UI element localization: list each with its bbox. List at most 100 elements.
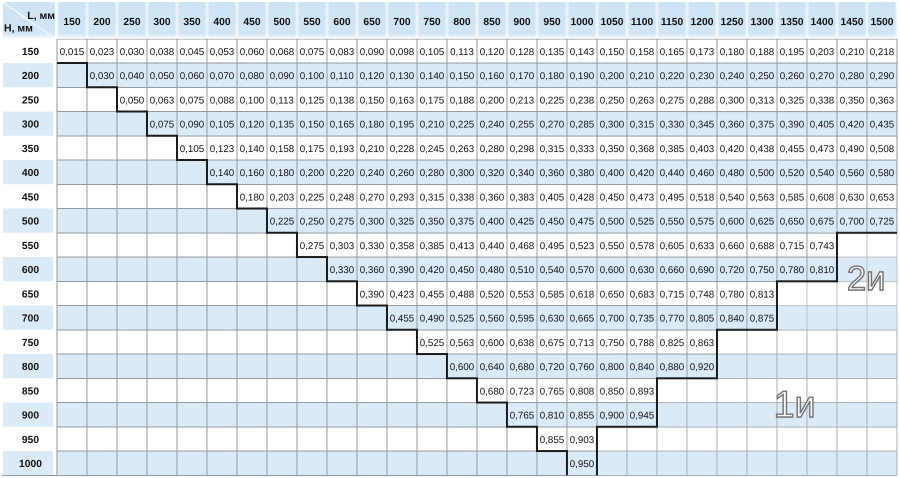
svg-text:0,363: 0,363 [870,96,895,107]
svg-text:0,113: 0,113 [450,47,474,58]
svg-text:0,403: 0,403 [690,144,715,155]
svg-text:800: 800 [453,17,470,28]
svg-text:0,338: 0,338 [450,192,475,203]
svg-text:0,120: 0,120 [240,120,265,131]
svg-text:0,455: 0,455 [780,144,805,155]
svg-text:0,360: 0,360 [540,168,565,179]
svg-text:0,298: 0,298 [510,144,535,155]
svg-text:0,190: 0,190 [570,71,595,82]
svg-text:0,810: 0,810 [540,411,565,422]
svg-text:0,218: 0,218 [870,47,895,58]
svg-text:1100: 1100 [631,17,654,28]
svg-text:0,030: 0,030 [120,47,145,58]
svg-text:0,338: 0,338 [810,96,835,107]
svg-text:0,330: 0,330 [360,241,385,252]
svg-text:0,293: 0,293 [390,192,415,203]
svg-text:0,210: 0,210 [420,120,445,131]
svg-text:0,748: 0,748 [690,290,715,301]
svg-text:0,780: 0,780 [780,265,805,276]
svg-text:0,950: 0,950 [570,459,595,470]
svg-text:0,090: 0,090 [270,71,295,82]
svg-text:0,100: 0,100 [240,95,265,106]
svg-text:0,105: 0,105 [420,47,445,58]
svg-text:0,560: 0,560 [840,168,865,179]
svg-text:0,188: 0,188 [450,95,475,106]
svg-text:0,120: 0,120 [360,71,385,82]
svg-text:0,333: 0,333 [570,144,595,155]
svg-text:0,675: 0,675 [540,338,565,349]
svg-text:0,660: 0,660 [720,241,745,252]
svg-text:0,350: 0,350 [840,96,865,107]
svg-text:0,855: 0,855 [570,411,595,422]
svg-text:0,170: 0,170 [510,71,535,82]
svg-text:0,563: 0,563 [450,338,475,349]
svg-text:0,700: 0,700 [840,217,865,228]
svg-text:0,473: 0,473 [630,193,655,204]
svg-text:0,405: 0,405 [540,192,565,203]
svg-text:0,203: 0,203 [810,47,835,58]
svg-text:0,135: 0,135 [540,47,565,58]
svg-text:0,540: 0,540 [810,168,835,179]
svg-text:1150: 1150 [661,17,684,28]
svg-text:0,280: 0,280 [420,168,445,179]
svg-text:0,300: 0,300 [600,120,625,131]
svg-text:0,203: 0,203 [270,192,295,203]
svg-text:0,080: 0,080 [240,71,265,82]
svg-text:0,150: 0,150 [360,95,385,106]
svg-text:0,300: 0,300 [720,96,745,107]
svg-text:0,700: 0,700 [600,314,625,325]
svg-text:0,140: 0,140 [210,168,235,179]
svg-text:0,075: 0,075 [300,47,325,58]
svg-text:250: 250 [22,95,39,106]
svg-text:0,750: 0,750 [750,265,775,276]
svg-text:0,735: 0,735 [630,314,655,325]
svg-text:0,413: 0,413 [450,241,475,252]
svg-text:550: 550 [22,241,39,252]
svg-text:0,075: 0,075 [180,95,205,106]
svg-text:0,825: 0,825 [660,338,685,349]
svg-text:0,210: 0,210 [630,71,655,82]
svg-text:0,863: 0,863 [690,338,715,349]
svg-text:0,440: 0,440 [480,241,505,252]
svg-text:0,400: 0,400 [600,168,625,179]
svg-text:400: 400 [22,168,39,179]
svg-text:0,875: 0,875 [750,314,775,325]
svg-text:0,225: 0,225 [270,217,295,228]
svg-text:1000: 1000 [571,17,594,28]
svg-text:300: 300 [153,17,170,28]
svg-text:1200: 1200 [691,17,714,28]
svg-text:0,455: 0,455 [420,289,445,300]
svg-text:1250: 1250 [721,17,744,28]
svg-text:0,315: 0,315 [630,120,655,131]
svg-text:0,855: 0,855 [540,435,565,446]
svg-text:0,100: 0,100 [300,71,325,82]
svg-text:0,175: 0,175 [300,144,325,155]
svg-text:0,743: 0,743 [810,241,835,252]
svg-text:0,195: 0,195 [780,47,805,58]
svg-text:0,495: 0,495 [660,193,685,204]
svg-text:200: 200 [22,71,39,82]
svg-text:0,250: 0,250 [600,96,625,107]
svg-text:0,098: 0,098 [390,47,415,58]
svg-text:0,420: 0,420 [840,120,865,131]
svg-text:0,180: 0,180 [360,120,385,131]
svg-text:0,520: 0,520 [780,168,805,179]
svg-text:0,070: 0,070 [210,71,235,82]
svg-text:1000: 1000 [19,459,42,470]
svg-text:0,385: 0,385 [660,144,685,155]
svg-text:0,270: 0,270 [540,120,565,131]
svg-text:0,425: 0,425 [510,217,535,228]
svg-text:800: 800 [22,362,39,373]
svg-text:0,175: 0,175 [420,95,445,106]
svg-text:0,725: 0,725 [870,217,895,228]
svg-text:0,780: 0,780 [720,290,745,301]
svg-text:0,245: 0,245 [420,144,445,155]
svg-text:450: 450 [243,17,260,28]
svg-text:0,435: 0,435 [870,120,895,131]
svg-text:0,158: 0,158 [630,47,655,58]
svg-text:0,715: 0,715 [780,241,805,252]
svg-text:900: 900 [22,411,39,422]
svg-text:0,680: 0,680 [510,362,535,373]
svg-text:0,488: 0,488 [450,289,475,300]
svg-text:0,123: 0,123 [210,144,235,155]
